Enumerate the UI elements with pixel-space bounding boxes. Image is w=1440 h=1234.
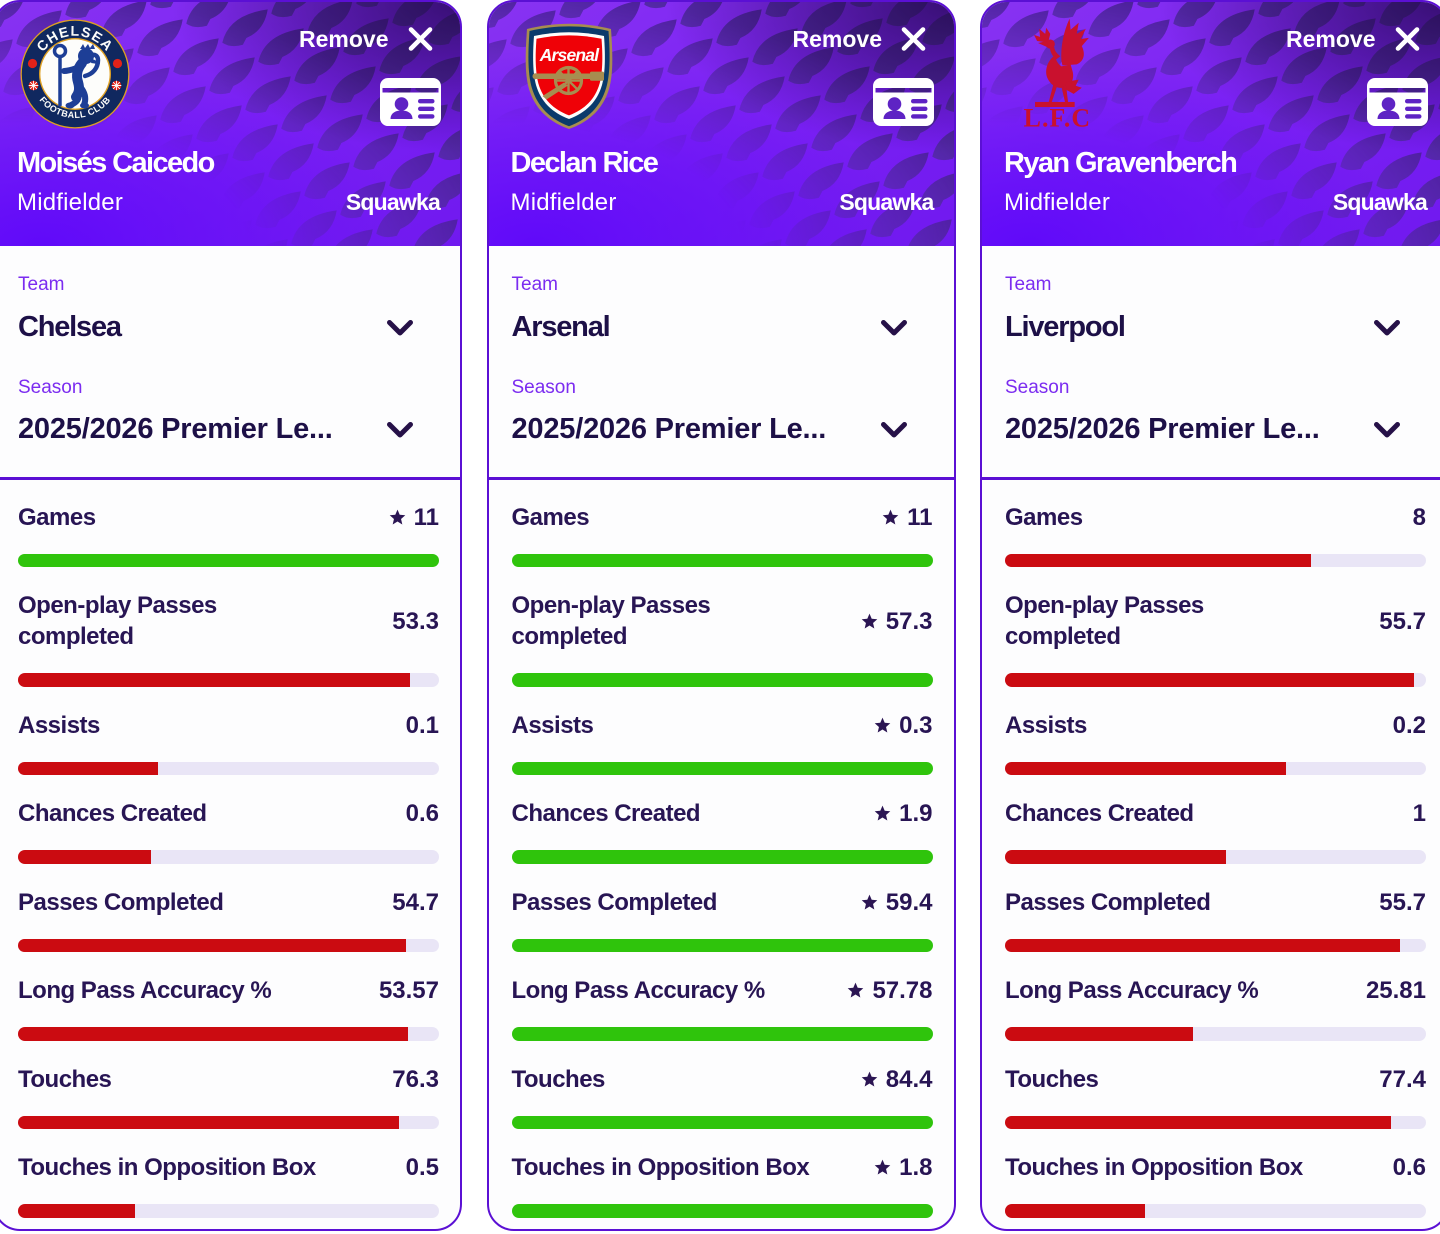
svg-text:Arsenal: Arsenal [538,45,600,65]
svg-text:L.F.C: L.F.C [1024,103,1091,132]
